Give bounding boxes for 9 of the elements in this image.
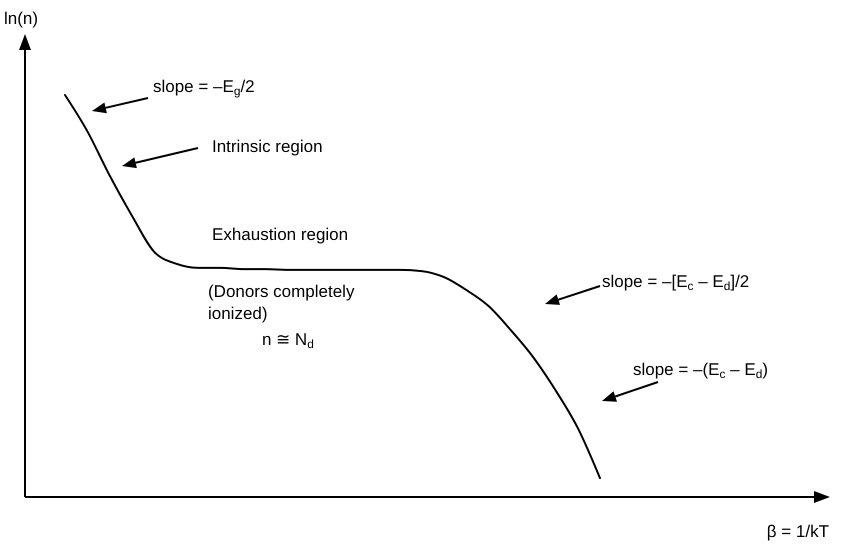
text: β = 1/kT: [766, 522, 829, 541]
annotation: Exhaustion region: [212, 225, 348, 244]
annotation: n ≅ N$_{d}$: [262, 330, 314, 351]
annotation: (Donors completely ionized): [208, 282, 355, 323]
annotation: slope = –[E$_{c}$ – E$_{d}$]/2: [602, 272, 750, 293]
y-axis-title: ln(n): [4, 9, 38, 28]
text: slope = –(E$_{c}$ – E$_{d}$): [633, 360, 768, 381]
annotation: Intrinsic region: [212, 137, 323, 156]
annotation: slope = –E$_{g}$/2: [153, 77, 255, 98]
